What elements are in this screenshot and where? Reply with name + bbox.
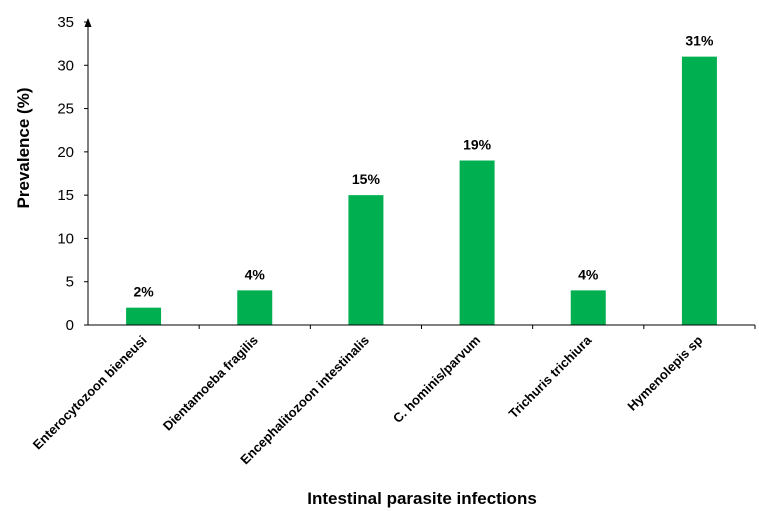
- bars: [126, 56, 717, 325]
- x-axis: Enterocytozoon bieneusi Dientamoeba fragi…: [30, 324, 756, 468]
- category-label: Encephalitozoon intestinalis: [237, 333, 372, 468]
- category-label: C. hominis/parvum: [390, 333, 483, 426]
- y-tick-label: 30: [57, 57, 74, 74]
- data-label: 4%: [578, 266, 599, 282]
- y-axis-title: Prevalence (%): [14, 88, 33, 209]
- y-tick-label: 35: [57, 14, 74, 31]
- y-tick-label: 15: [57, 187, 74, 204]
- data-labels: 2% 4% 15% 19% 4% 31%: [133, 33, 714, 300]
- y-tick-label: 25: [57, 101, 74, 118]
- y-axis: 0 5 10 15 20 25 30 35: [57, 14, 92, 334]
- data-label: 19%: [463, 137, 492, 153]
- data-label: 31%: [685, 33, 714, 49]
- bar: [570, 290, 606, 325]
- bar: [237, 290, 273, 325]
- bar: [459, 160, 495, 325]
- data-label: 2%: [133, 284, 154, 300]
- data-label: 4%: [245, 266, 266, 282]
- category-label: Dientamoeba fragilis: [160, 333, 261, 434]
- category-label: Enterocytozoon bieneusi: [30, 333, 150, 453]
- bar: [348, 195, 384, 325]
- y-tick-label: 20: [57, 144, 74, 161]
- y-tick-label: 0: [66, 317, 74, 334]
- y-tick-label: 5: [66, 274, 74, 291]
- bar: [681, 56, 717, 325]
- category-label: Trichuris trichiura: [506, 332, 595, 421]
- x-axis-title: Intestinal parasite infections: [307, 489, 537, 508]
- y-tick-label: 10: [57, 230, 74, 247]
- bar: [126, 307, 162, 325]
- category-label: Hymenolepis sp: [624, 332, 705, 413]
- data-label: 15%: [352, 171, 381, 187]
